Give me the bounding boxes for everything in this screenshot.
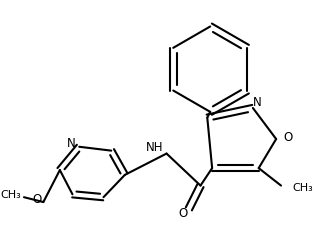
Text: CH₃: CH₃: [293, 183, 314, 194]
Text: O: O: [178, 207, 188, 220]
Text: N: N: [67, 137, 76, 150]
Text: N: N: [252, 96, 261, 109]
Text: O: O: [283, 130, 292, 144]
Text: CH₃: CH₃: [0, 190, 21, 200]
Text: O: O: [32, 193, 41, 206]
Text: NH: NH: [146, 141, 164, 154]
